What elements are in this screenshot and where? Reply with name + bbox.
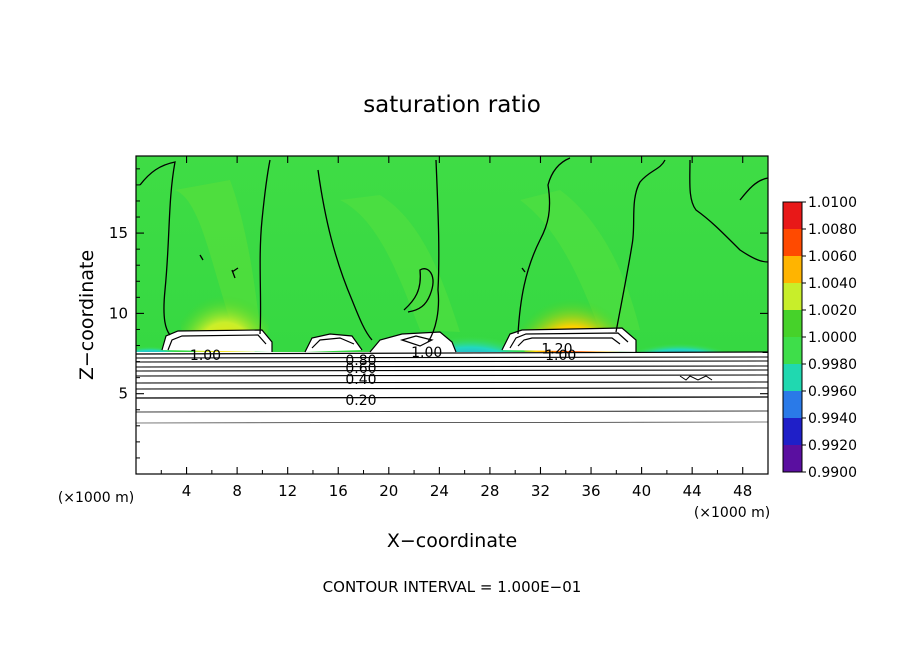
colorbar-swatch (783, 229, 802, 256)
colorbar-label: 0.9920 (808, 438, 857, 454)
x-tick-label: 36 (581, 482, 600, 500)
y-axis-label: Z−coordinate (76, 250, 98, 380)
x-tick-label: 8 (232, 482, 242, 500)
x-unit-left: (×1000 m) (58, 490, 134, 506)
x-tick-label: 32 (531, 482, 550, 500)
contour-label: 0.40 (345, 372, 376, 388)
cloud-small-1 (305, 334, 362, 352)
contour-label: 1.00 (411, 345, 442, 361)
contour-lines-lower (136, 351, 768, 424)
contour-label: 0.20 (345, 393, 376, 409)
y-tick-label: 5 (118, 385, 128, 403)
colorbar-swatch (783, 283, 802, 310)
colorbar-label: 0.9940 (808, 411, 857, 427)
contour-label: 1.00 (190, 348, 221, 364)
x-tick-label: 28 (480, 482, 499, 500)
y-axis: 5 10 15 (109, 168, 768, 459)
contour-label: 1.00 (545, 348, 576, 364)
x-tick-label: 40 (632, 482, 651, 500)
cloud-contours (161, 327, 637, 353)
colorbar-swatch (783, 202, 802, 229)
wisp-middle (340, 195, 460, 332)
colorbar-swatch (783, 337, 802, 364)
colorbar-label: 1.0060 (808, 249, 857, 265)
x-unit-right: (×1000 m) (694, 505, 770, 521)
colorbar: 0.9900 0.9920 0.9940 0.9960 0.9980 1.0000 1.00… (782, 195, 857, 481)
colorbar-swatch (783, 364, 802, 391)
contour-label: 0.80 (345, 353, 376, 369)
colorbar-swatch (783, 310, 802, 337)
x-tick-label: 4 (182, 482, 192, 500)
colorbar-swatch (783, 391, 802, 418)
plot-field: 1.00 1.00 1.201.000.800.600.400.20 (136, 156, 768, 474)
colorbar-label: 0.9900 (808, 465, 857, 481)
contour-labels: 1.00 1.00 1.201.000.800.600.400.20 (190, 342, 576, 409)
x-tick-label: 44 (683, 482, 702, 500)
colorbar-swatch (783, 256, 802, 283)
colorbar-label: 1.0080 (808, 222, 857, 238)
lower-dry-layer (136, 352, 768, 474)
colorbar-swatch (783, 418, 802, 445)
colorbar-label: 0.9980 (808, 357, 857, 373)
colorbar-swatch (783, 445, 802, 472)
x-tick-label: 48 (733, 482, 752, 500)
chart-title: saturation ratio (363, 92, 541, 118)
contour-interval-note: CONTOUR INTERVAL = 1.000E−01 (323, 578, 582, 596)
colorbar-label: 1.0040 (808, 276, 857, 292)
x-tick-label: 16 (329, 482, 348, 500)
x-tick-label: 20 (379, 482, 398, 500)
x-axis-label: X−coordinate (387, 530, 517, 552)
contour-label: 0.60 (345, 361, 376, 377)
y-tick-label: 15 (109, 224, 128, 242)
x-tick-label: 12 (278, 482, 297, 500)
x-axis: 4 8 12 16 20 24 28 32 36 40 44 48 (160, 156, 752, 500)
y-tick-label: 10 (109, 304, 128, 322)
contour-label: 1.20 (541, 342, 572, 358)
colorbar-label: 1.0020 (808, 303, 857, 319)
colorbar-label: 1.0100 (808, 195, 857, 211)
plot-frame (135, 155, 769, 475)
x-tick-label: 24 (430, 482, 449, 500)
colorbar-label: 0.9960 (808, 384, 857, 400)
contour-lines-upper (139, 157, 768, 343)
colorbar-label: 1.0000 (808, 330, 857, 346)
